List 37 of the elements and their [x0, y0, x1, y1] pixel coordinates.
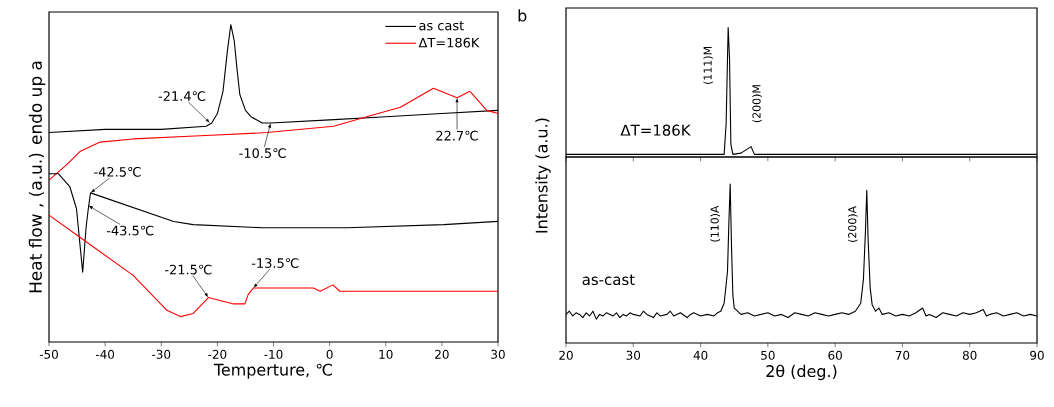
x-axis-title: Temperture, ℃ [213, 363, 332, 379]
annotation: -42.5℃ [94, 166, 141, 177]
legend-label: ΔT=186K [418, 37, 480, 48]
annotation: -21.4℃ [158, 91, 206, 101]
annotation: (200)A [847, 206, 858, 242]
x-tick-label: 10 [379, 349, 393, 359]
annotation: -13.5℃ [251, 258, 299, 268]
series-label: ΔT=186K [620, 124, 691, 136]
x-tick-label: 60 [828, 350, 842, 360]
annotation: -21.5℃ [165, 264, 212, 275]
annotation: (200)M [752, 85, 762, 123]
x-axis-title: 2θ (deg.) [766, 364, 837, 381]
x-tick-label: 30 [626, 350, 641, 360]
x-tick-label: 90 [1030, 350, 1044, 360]
x-tick-label: 20 [559, 350, 573, 360]
chart-title: b [518, 9, 527, 22]
x-tick-label: 30 [491, 349, 505, 359]
annotation: 22.7℃ [436, 130, 478, 141]
annotation: (110)A [710, 205, 721, 242]
x-tick-label: 40 [693, 350, 708, 360]
annotation: -43.5℃ [106, 225, 154, 236]
x-tick-label: -10 [264, 349, 283, 359]
x-tick-label: 70 [895, 350, 910, 360]
x-tick-label: -40 [95, 349, 115, 359]
x-tick-label: -20 [208, 349, 227, 359]
y-axis-title: Heat flow , (a.u.) endo up a [28, 61, 46, 293]
series-label: as-cast [582, 274, 635, 286]
legend-label: as cast [419, 21, 464, 31]
y-axis-title: Intensity (a.u.) [535, 118, 551, 233]
x-tick-label: 50 [761, 350, 775, 360]
x-tick-label: -30 [152, 349, 171, 359]
annotation: -10.5℃ [239, 148, 286, 158]
x-tick-label: -50 [39, 349, 58, 359]
annotation: (111)M [703, 47, 714, 84]
x-tick-label: 80 [962, 350, 977, 360]
x-tick-label: 20 [435, 349, 449, 359]
x-tick-label: 0 [326, 349, 333, 359]
